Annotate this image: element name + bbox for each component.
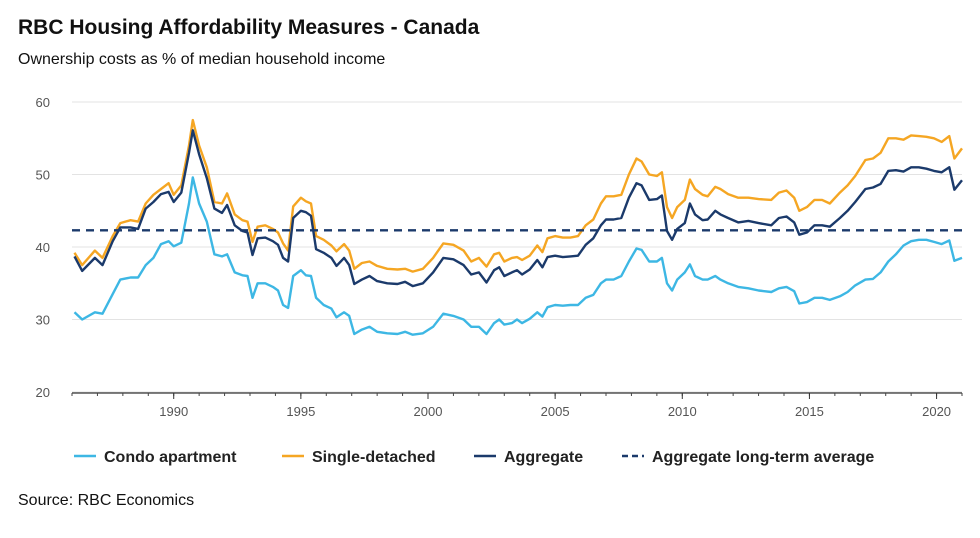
legend: Condo apartment Single-detached Aggregate A… xyxy=(74,449,874,466)
x-tick-label: 1990 xyxy=(159,404,188,419)
legend-label: Aggregate long-term average xyxy=(652,449,874,466)
y-tick-label: 40 xyxy=(36,240,50,255)
legend-label: Single-detached xyxy=(312,449,436,466)
series-line-condo-apartment xyxy=(73,176,963,336)
y-axis-ticks: 20 30 40 50 60 xyxy=(36,95,50,400)
source-note: Source: RBC Economics xyxy=(18,492,195,509)
x-tick-label: 2010 xyxy=(668,404,697,419)
x-tick-label: 2020 xyxy=(922,404,951,419)
x-tick-label: 2015 xyxy=(795,404,824,419)
y-tick-label: 20 xyxy=(36,385,50,400)
series-lines xyxy=(73,118,963,336)
x-axis: 1990 1995 2000 2005 2010 2015 2020 xyxy=(71,392,963,419)
legend-label: Aggregate xyxy=(504,449,583,466)
legend-label: Condo apartment xyxy=(104,449,237,466)
series-line-single-detached xyxy=(73,118,963,273)
x-tick-label: 1995 xyxy=(286,404,315,419)
x-tick-label: 2005 xyxy=(541,404,570,419)
y-tick-label: 50 xyxy=(36,168,50,183)
y-tick-label: 60 xyxy=(36,95,50,110)
y-tick-label: 30 xyxy=(36,313,50,328)
chart-subtitle: Ownership costs as % of median household… xyxy=(18,51,386,68)
grid-lines xyxy=(72,101,962,393)
series-line-aggregate xyxy=(73,129,963,288)
x-tick-label: 2000 xyxy=(414,404,443,419)
chart-title: RBC Housing Affordability Measures - Can… xyxy=(18,16,480,39)
